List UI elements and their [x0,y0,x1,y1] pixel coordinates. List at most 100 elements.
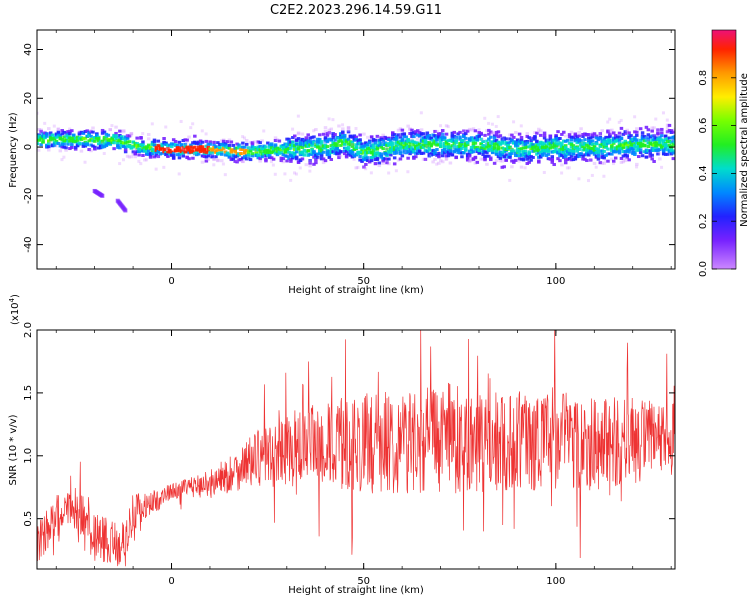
spectrogram-cell [381,139,385,143]
spectrogram-cell [598,132,603,136]
spectrogram-cell [500,159,505,163]
spectrogram-cell [173,143,178,147]
spectrogram-cell [563,155,568,159]
spectrogram-cell [243,145,247,149]
spectrogram-cell [571,158,576,162]
spectrogram-cell [319,142,324,146]
spectrogram-cell [587,153,591,157]
spectrogram-cell [366,144,370,148]
spectrogram-cell [387,157,391,161]
spectrogram-cell [642,143,647,147]
spectrogram-cell [306,133,310,137]
spectrogram-cell [585,159,589,163]
spectrogram-cell [417,131,422,135]
spectrogram-cell [423,148,428,152]
spectrogram-cell [364,153,368,157]
spectrogram-halo [314,141,318,145]
spectrogram-cell [137,149,141,153]
spectrogram-cell [638,151,643,155]
spectrogram-cell [200,145,205,149]
spectrogram-cell [523,152,528,156]
spectrogram-cell [371,148,376,152]
spectrogram-cell [535,131,539,135]
spectrogram-cell [402,143,407,147]
spectrogram-cell [600,142,604,146]
spectrogram-cell [145,152,149,156]
spectrogram-cell [366,143,370,147]
spectrogram-cell [114,131,118,135]
spectrogram-cell [371,145,376,149]
spectrogram-cell [335,144,339,148]
spectrogram-cell [98,140,103,144]
spectrogram-cell [669,152,674,156]
spectrogram-cell [415,149,420,153]
spectrogram-cell [612,136,616,140]
spectrogram-cell [431,141,435,145]
spectrogram-cell [143,148,147,152]
spectrogram-cell [377,152,382,156]
spectrogram-cell [635,145,639,149]
spectrogram-cell [427,141,432,145]
spectrogram-cell [323,137,328,141]
spectrogram-cell [615,149,620,153]
spectrogram-cell [579,127,583,131]
spectrogram-cell [610,128,614,132]
spectrogram-halo [369,171,373,175]
spectrogram-halo [298,166,302,170]
spectrogram-cell [402,149,407,153]
snr-ytick-label: 0.5 [23,511,34,527]
spectrogram-halo [254,149,258,153]
spectrogram-cell [398,127,403,131]
spectrogram-cell [120,135,124,139]
spectrogram-cell [116,144,120,148]
spectrogram-cell [254,148,259,152]
spectrogram-cell [571,152,576,156]
spectrogram-cell [227,146,232,150]
spectrogram-cell [400,128,405,132]
spectrogram-cell [331,132,335,136]
spectrogram-cell [108,141,113,145]
spectrogram-cell [233,146,237,150]
spectrogram-cell [273,151,278,155]
spectrogram-cell [72,133,76,137]
spectrogram-cell [218,146,222,150]
spectrogram-halo [212,163,216,167]
spectrogram-cell [400,145,405,149]
spectrogram-cell [223,143,228,147]
spectrogram-cell [98,143,103,147]
spectrogram-cell [121,137,126,141]
spectrogram-cell [636,145,641,149]
spectrogram-cell [235,154,239,158]
spectrogram-cell [577,140,581,144]
spectrogram-cell [650,126,654,130]
spectrogram-cell [383,141,387,145]
spectrogram-cell [658,157,662,161]
spectrogram-cell [373,151,378,155]
spectrogram-halo [164,125,168,129]
spectrogram-cell [412,135,416,139]
spectrogram-cell [581,142,585,146]
spectrogram-halo [606,120,610,124]
spectrogram-cell [467,152,472,156]
spectrogram-cell [341,135,345,139]
spectrogram-cell [533,137,537,141]
spectrogram-cell [369,145,374,149]
spectrogram-cell [64,146,68,150]
spectrogram-cell [339,132,343,136]
spectrogram-cell [583,147,587,151]
spectrogram-cell [158,147,162,151]
spectrogram-cell [89,143,93,147]
spectrogram-cell [335,135,339,139]
spectrogram-cell [369,156,374,160]
spectrogram-cell [121,141,126,145]
spectrogram-cell [48,131,53,135]
spectrogram-cell [62,135,66,139]
spectrogram-cell [312,155,316,159]
spectrogram-cell [494,149,499,153]
spectrogram-cell [615,135,620,139]
spectrogram-cell [425,144,430,148]
spectrogram-cell [644,150,649,154]
spectrogram-cell [41,137,45,141]
spectrogram-cell [312,162,316,166]
